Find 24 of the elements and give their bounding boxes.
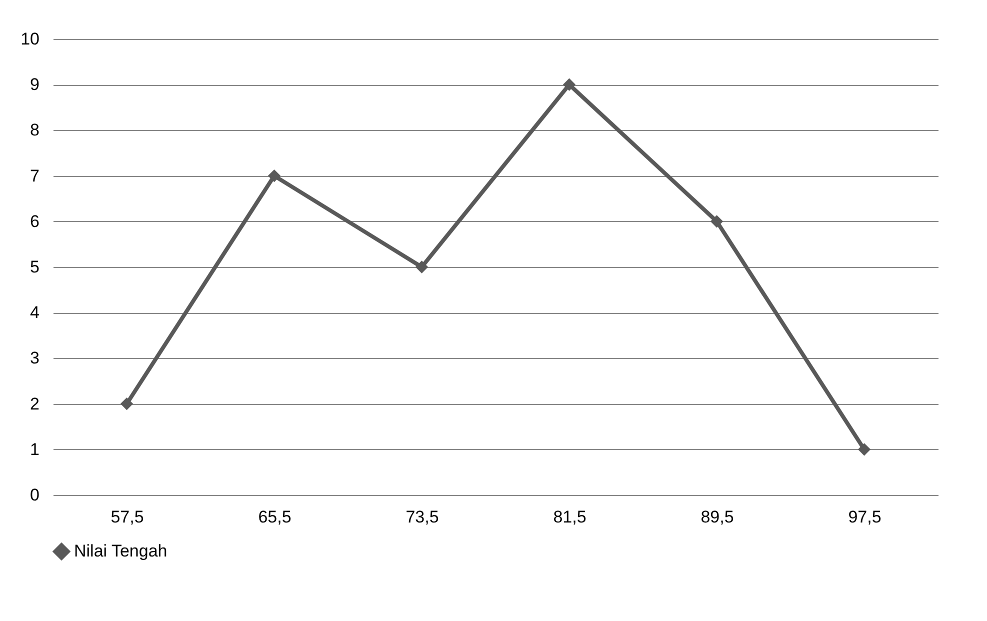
x-tick-label: 81,5: [553, 508, 586, 526]
y-tick-label: 0: [30, 486, 40, 504]
y-tick-label: 5: [30, 258, 40, 276]
point: [710, 215, 724, 228]
x-tick-label: 73,5: [406, 508, 439, 526]
point: [562, 78, 576, 91]
y-tick-label: 10: [20, 30, 40, 48]
point: [858, 443, 871, 456]
x-tick-label: 57,5: [110, 508, 144, 526]
y-tick-label: 1: [30, 440, 40, 459]
y-tick-label: 3: [30, 348, 40, 368]
y-tick-label: 6: [30, 212, 40, 231]
y-tick-label: 8: [30, 120, 40, 140]
x-tick-label: 97,5: [848, 508, 882, 526]
legend-label: Nilai Tengah: [74, 542, 168, 560]
y-tick-label: 4: [30, 303, 40, 322]
point: [120, 397, 134, 410]
point: [268, 169, 281, 182]
point: [415, 260, 428, 274]
y-tick-label: 7: [30, 166, 40, 186]
y-tick-label: 9: [30, 75, 40, 94]
x-tick-label: 89,5: [700, 508, 734, 526]
y-tick-label: 2: [30, 394, 40, 414]
x-tick-label: 65,5: [258, 508, 292, 526]
